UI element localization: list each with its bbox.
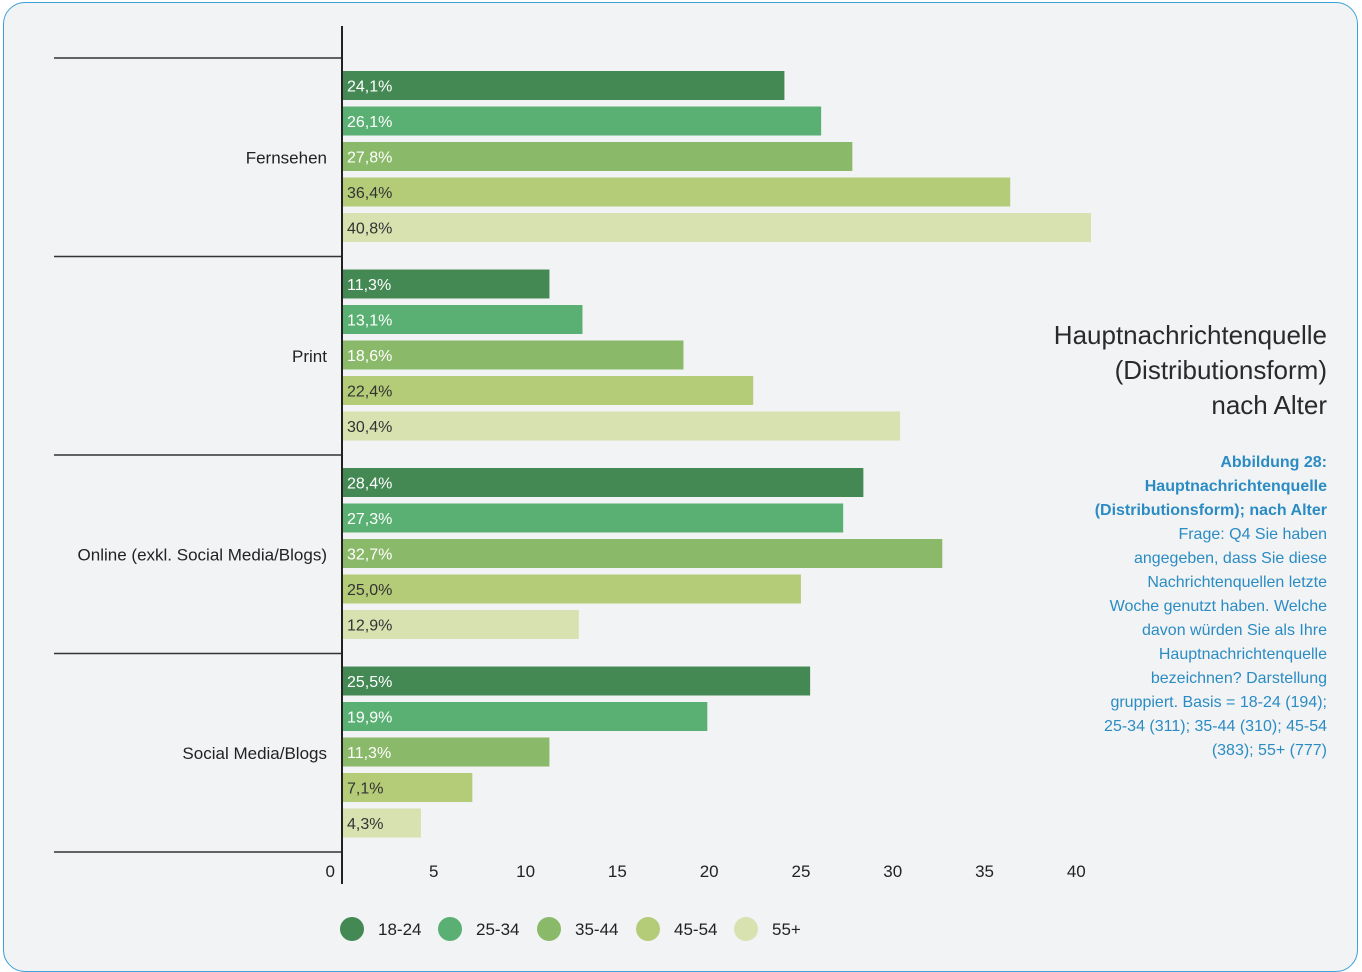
bar-value-label: 25,0%: [347, 582, 392, 599]
x-tick-label: 5: [429, 862, 438, 881]
caption-body-line: Hauptnachrichtenquelle: [1158, 646, 1327, 663]
side-title: Hauptnachrichtenquelle (Distributionsfor…: [997, 318, 1327, 423]
bar: [343, 269, 550, 299]
bar-value-label: 7,1%: [347, 781, 383, 798]
legend-label: 55+: [772, 920, 801, 939]
bar-value-label: 13,1%: [347, 313, 392, 330]
bar: [343, 142, 853, 171]
legend-swatch: [636, 917, 660, 941]
x-tick-label: 10: [516, 862, 535, 881]
side-title-line: (Distributionsform): [1114, 355, 1327, 385]
bar: [343, 539, 943, 568]
bar: [343, 666, 811, 696]
bar: [343, 610, 579, 639]
bar: [343, 773, 473, 802]
bar-value-label: 18,6%: [347, 348, 392, 365]
bar-value-label: 11,3%: [347, 277, 391, 294]
bar-value-label: 22,4%: [347, 384, 392, 401]
bar-value-label: 27,3%: [347, 511, 392, 528]
bar: [343, 702, 708, 731]
bar: [343, 71, 785, 100]
bar: [343, 376, 754, 405]
x-tick-label: 20: [700, 862, 719, 881]
x-tick-label: 15: [608, 862, 627, 881]
caption-body-line: Woche genutzt haben. Welche: [1109, 598, 1327, 615]
caption-body-line: (383); 55+ (777): [1211, 742, 1327, 759]
bar: [343, 808, 421, 838]
x-tick-label: 40: [1067, 862, 1086, 881]
bar-value-label: 36,4%: [347, 185, 392, 202]
x-tick-label: 25: [791, 862, 810, 881]
caption-heading: (Distributionsform); nach Alter: [1094, 502, 1327, 519]
x-tick-label: 0: [326, 862, 335, 881]
bar: [343, 574, 801, 604]
bar-value-label: 28,4%: [347, 476, 392, 493]
caption-body-line: bezeichnen? Darstellung: [1150, 670, 1327, 687]
category-label: Print: [292, 347, 327, 366]
bar-value-label: 24,1%: [347, 79, 392, 96]
category-label: Online (exkl. Social Media/Blogs): [78, 545, 327, 564]
bar-value-label: 26,1%: [347, 114, 392, 131]
side-title-line: nach Alter: [1211, 390, 1327, 420]
caption-body-line: Frage: Q4 Sie haben: [1178, 526, 1327, 543]
bar-value-label: 19,9%: [347, 710, 392, 727]
category-label: Fernsehen: [246, 148, 327, 167]
bar-value-label: 11,3%: [347, 745, 391, 762]
legend-swatch: [340, 917, 364, 941]
bar-value-label: 30,4%: [347, 419, 392, 436]
caption-body-line: angegeben, dass Sie diese: [1133, 550, 1327, 567]
caption-heading: Hauptnachrichtenquelle: [1144, 478, 1327, 495]
caption-body-line: gruppiert. Basis = 18-24 (194);: [1110, 694, 1327, 711]
legend-label: 45-54: [674, 920, 717, 939]
bar-value-label: 4,3%: [347, 816, 383, 833]
x-tick-label: 30: [883, 862, 902, 881]
bar-value-label: 27,8%: [347, 150, 392, 167]
side-title-line: Hauptnachrichtenquelle: [1053, 320, 1327, 350]
legend-label: 25-34: [476, 920, 519, 939]
caption-body-line: Nachrichtenquellen letzte: [1147, 574, 1327, 591]
figure-caption: Abbildung 28: Hauptnachrichtenquelle (Di…: [1067, 451, 1327, 763]
bar: [343, 305, 583, 334]
bar-value-label: 40,8%: [347, 221, 392, 238]
legend-label: 18-24: [378, 920, 421, 939]
bar: [343, 340, 684, 370]
legend-swatch: [537, 917, 561, 941]
legend-label: 35-44: [575, 920, 618, 939]
bar: [343, 177, 1011, 207]
bar: [343, 503, 844, 533]
caption-body-line: davon würden Sie als Ihre: [1142, 622, 1327, 639]
bar-value-label: 32,7%: [347, 547, 392, 564]
category-label: Social Media/Blogs: [182, 744, 327, 763]
bar-value-label: 25,5%: [347, 674, 392, 691]
legend-swatch: [734, 917, 758, 941]
x-tick-label: 35: [975, 862, 994, 881]
caption-body-line: 25-34 (311); 35-44 (310); 45-54: [1104, 718, 1327, 735]
bar: [343, 213, 1091, 242]
bar: [343, 468, 864, 497]
bar-value-label: 12,9%: [347, 618, 392, 635]
bar: [343, 737, 550, 767]
bar: [343, 411, 901, 441]
caption-heading: Abbildung 28:: [1220, 454, 1327, 471]
legend-swatch: [438, 917, 462, 941]
bar: [343, 106, 822, 136]
